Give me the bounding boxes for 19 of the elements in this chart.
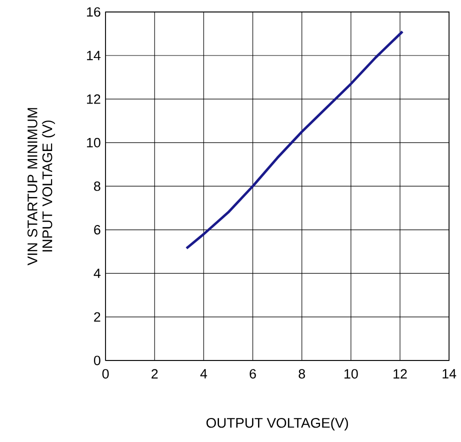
- y-tick-label: 16: [87, 7, 100, 17]
- y-tick-label: 10: [87, 138, 100, 148]
- x-tick-label: 10: [344, 369, 358, 379]
- y-tick-label: 12: [87, 94, 100, 104]
- x-tick-label: 4: [200, 369, 208, 378]
- y-tick-label: 6: [94, 224, 100, 234]
- y-tick-label: 2: [94, 312, 100, 322]
- x-axis-title: OUTPUT VOLTAGE(V): [206, 418, 348, 430]
- y-tick-label: 14: [87, 50, 101, 60]
- x-tick-label: 0: [102, 369, 109, 379]
- y-tick-label: 4: [94, 268, 101, 278]
- y-tick-label: 8: [94, 181, 100, 191]
- y-tick-label: 0: [94, 356, 100, 366]
- x-tick-label: 6: [250, 369, 256, 379]
- y-axis-title: VIN STARTUP MINIMUM INPUT VOLTAGE (V): [28, 108, 55, 266]
- x-tick-label: 8: [298, 369, 305, 379]
- x-tick-label: 2: [152, 369, 158, 378]
- x-tick-label: 12: [394, 369, 407, 378]
- x-tick-label: 14: [442, 369, 456, 378]
